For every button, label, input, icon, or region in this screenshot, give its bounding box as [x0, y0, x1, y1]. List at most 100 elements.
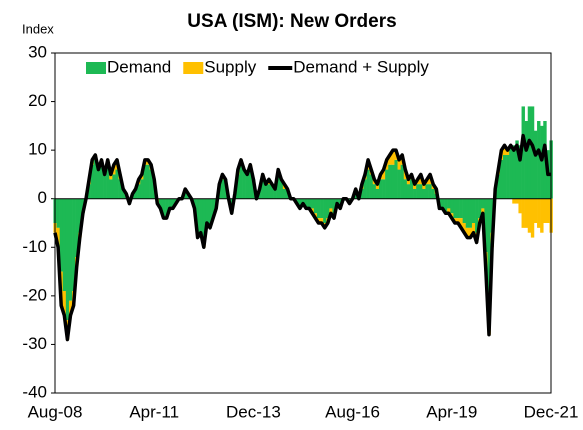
bar	[90, 164, 95, 199]
bar	[527, 198, 532, 233]
bar	[211, 198, 215, 219]
bar	[304, 198, 308, 209]
x-tick-label: Apr-19	[426, 402, 477, 421]
legend-label: Demand + Supply	[293, 57, 429, 76]
bar	[385, 169, 389, 199]
bar	[75, 198, 79, 257]
y-tick-label: 10	[28, 140, 47, 159]
bar	[388, 155, 392, 165]
bar	[199, 198, 203, 233]
bar	[537, 121, 541, 199]
bar	[270, 184, 274, 199]
bar	[68, 300, 73, 316]
bar	[459, 218, 463, 228]
legend-swatch	[86, 62, 106, 74]
bar	[382, 169, 386, 180]
bar	[431, 189, 436, 199]
bar	[422, 189, 426, 199]
bar	[506, 155, 510, 199]
bar	[447, 208, 451, 214]
bar	[475, 198, 479, 233]
bar	[93, 159, 98, 199]
bar	[515, 198, 519, 204]
chart-title: USA (ISM): New Orders	[187, 11, 396, 32]
bar	[161, 198, 166, 219]
bar	[425, 184, 429, 199]
plot-frame	[54, 52, 552, 394]
bar	[400, 164, 405, 199]
bar	[419, 184, 423, 199]
bar	[481, 198, 485, 209]
y-tick-label: -10	[22, 237, 47, 256]
bar	[524, 121, 529, 199]
y-tick-label: 30	[28, 42, 47, 61]
x-tick-label: Apr-11	[129, 402, 179, 421]
legend-label: Demand	[107, 57, 171, 76]
bar	[149, 169, 153, 199]
bar	[56, 198, 60, 228]
bar	[146, 164, 150, 199]
bar	[323, 198, 327, 223]
bar	[65, 198, 70, 321]
bar	[468, 198, 473, 228]
bar	[499, 159, 504, 199]
y-axis-label: Index	[22, 21, 54, 36]
bar	[512, 145, 516, 199]
bar	[307, 198, 312, 209]
bar	[137, 184, 141, 199]
bar	[413, 184, 417, 189]
bar	[112, 174, 116, 199]
bar	[245, 174, 250, 199]
bar	[471, 198, 476, 223]
bar	[465, 227, 470, 238]
bar	[447, 198, 451, 209]
bar	[62, 291, 67, 316]
bar	[239, 164, 243, 199]
bar	[96, 169, 101, 199]
bar	[502, 155, 507, 199]
bar	[533, 198, 538, 223]
bar	[326, 198, 330, 219]
bar	[360, 189, 364, 199]
bar	[332, 198, 336, 214]
bar	[242, 169, 246, 199]
bar	[369, 174, 374, 199]
bar	[121, 189, 126, 199]
bar	[208, 198, 212, 228]
bar	[546, 198, 550, 223]
bar	[518, 198, 522, 214]
bar	[428, 184, 432, 199]
bar	[310, 198, 315, 209]
bar	[202, 198, 206, 243]
bar	[397, 159, 401, 170]
bar	[471, 223, 476, 233]
bar	[462, 223, 467, 233]
bar	[109, 174, 113, 180]
bar	[543, 198, 547, 223]
bar	[391, 164, 395, 199]
bar	[481, 208, 485, 214]
bar	[313, 198, 318, 214]
bar	[524, 198, 529, 228]
bar	[422, 184, 426, 189]
bar	[444, 198, 448, 214]
bar	[456, 198, 460, 219]
bar	[329, 208, 333, 214]
bar	[403, 179, 408, 199]
bar	[134, 189, 138, 199]
x-tick-label: Dec-13	[226, 402, 281, 421]
bar	[518, 145, 522, 199]
bar	[335, 198, 339, 204]
bar	[509, 145, 513, 199]
bar	[196, 198, 200, 233]
y-tick-label: 20	[28, 91, 47, 110]
bar	[394, 159, 398, 199]
bar	[416, 184, 420, 199]
bar	[459, 198, 463, 219]
bar	[496, 174, 501, 199]
bar	[316, 198, 321, 219]
bar	[236, 174, 240, 199]
bar	[537, 198, 541, 228]
bar	[409, 179, 414, 199]
